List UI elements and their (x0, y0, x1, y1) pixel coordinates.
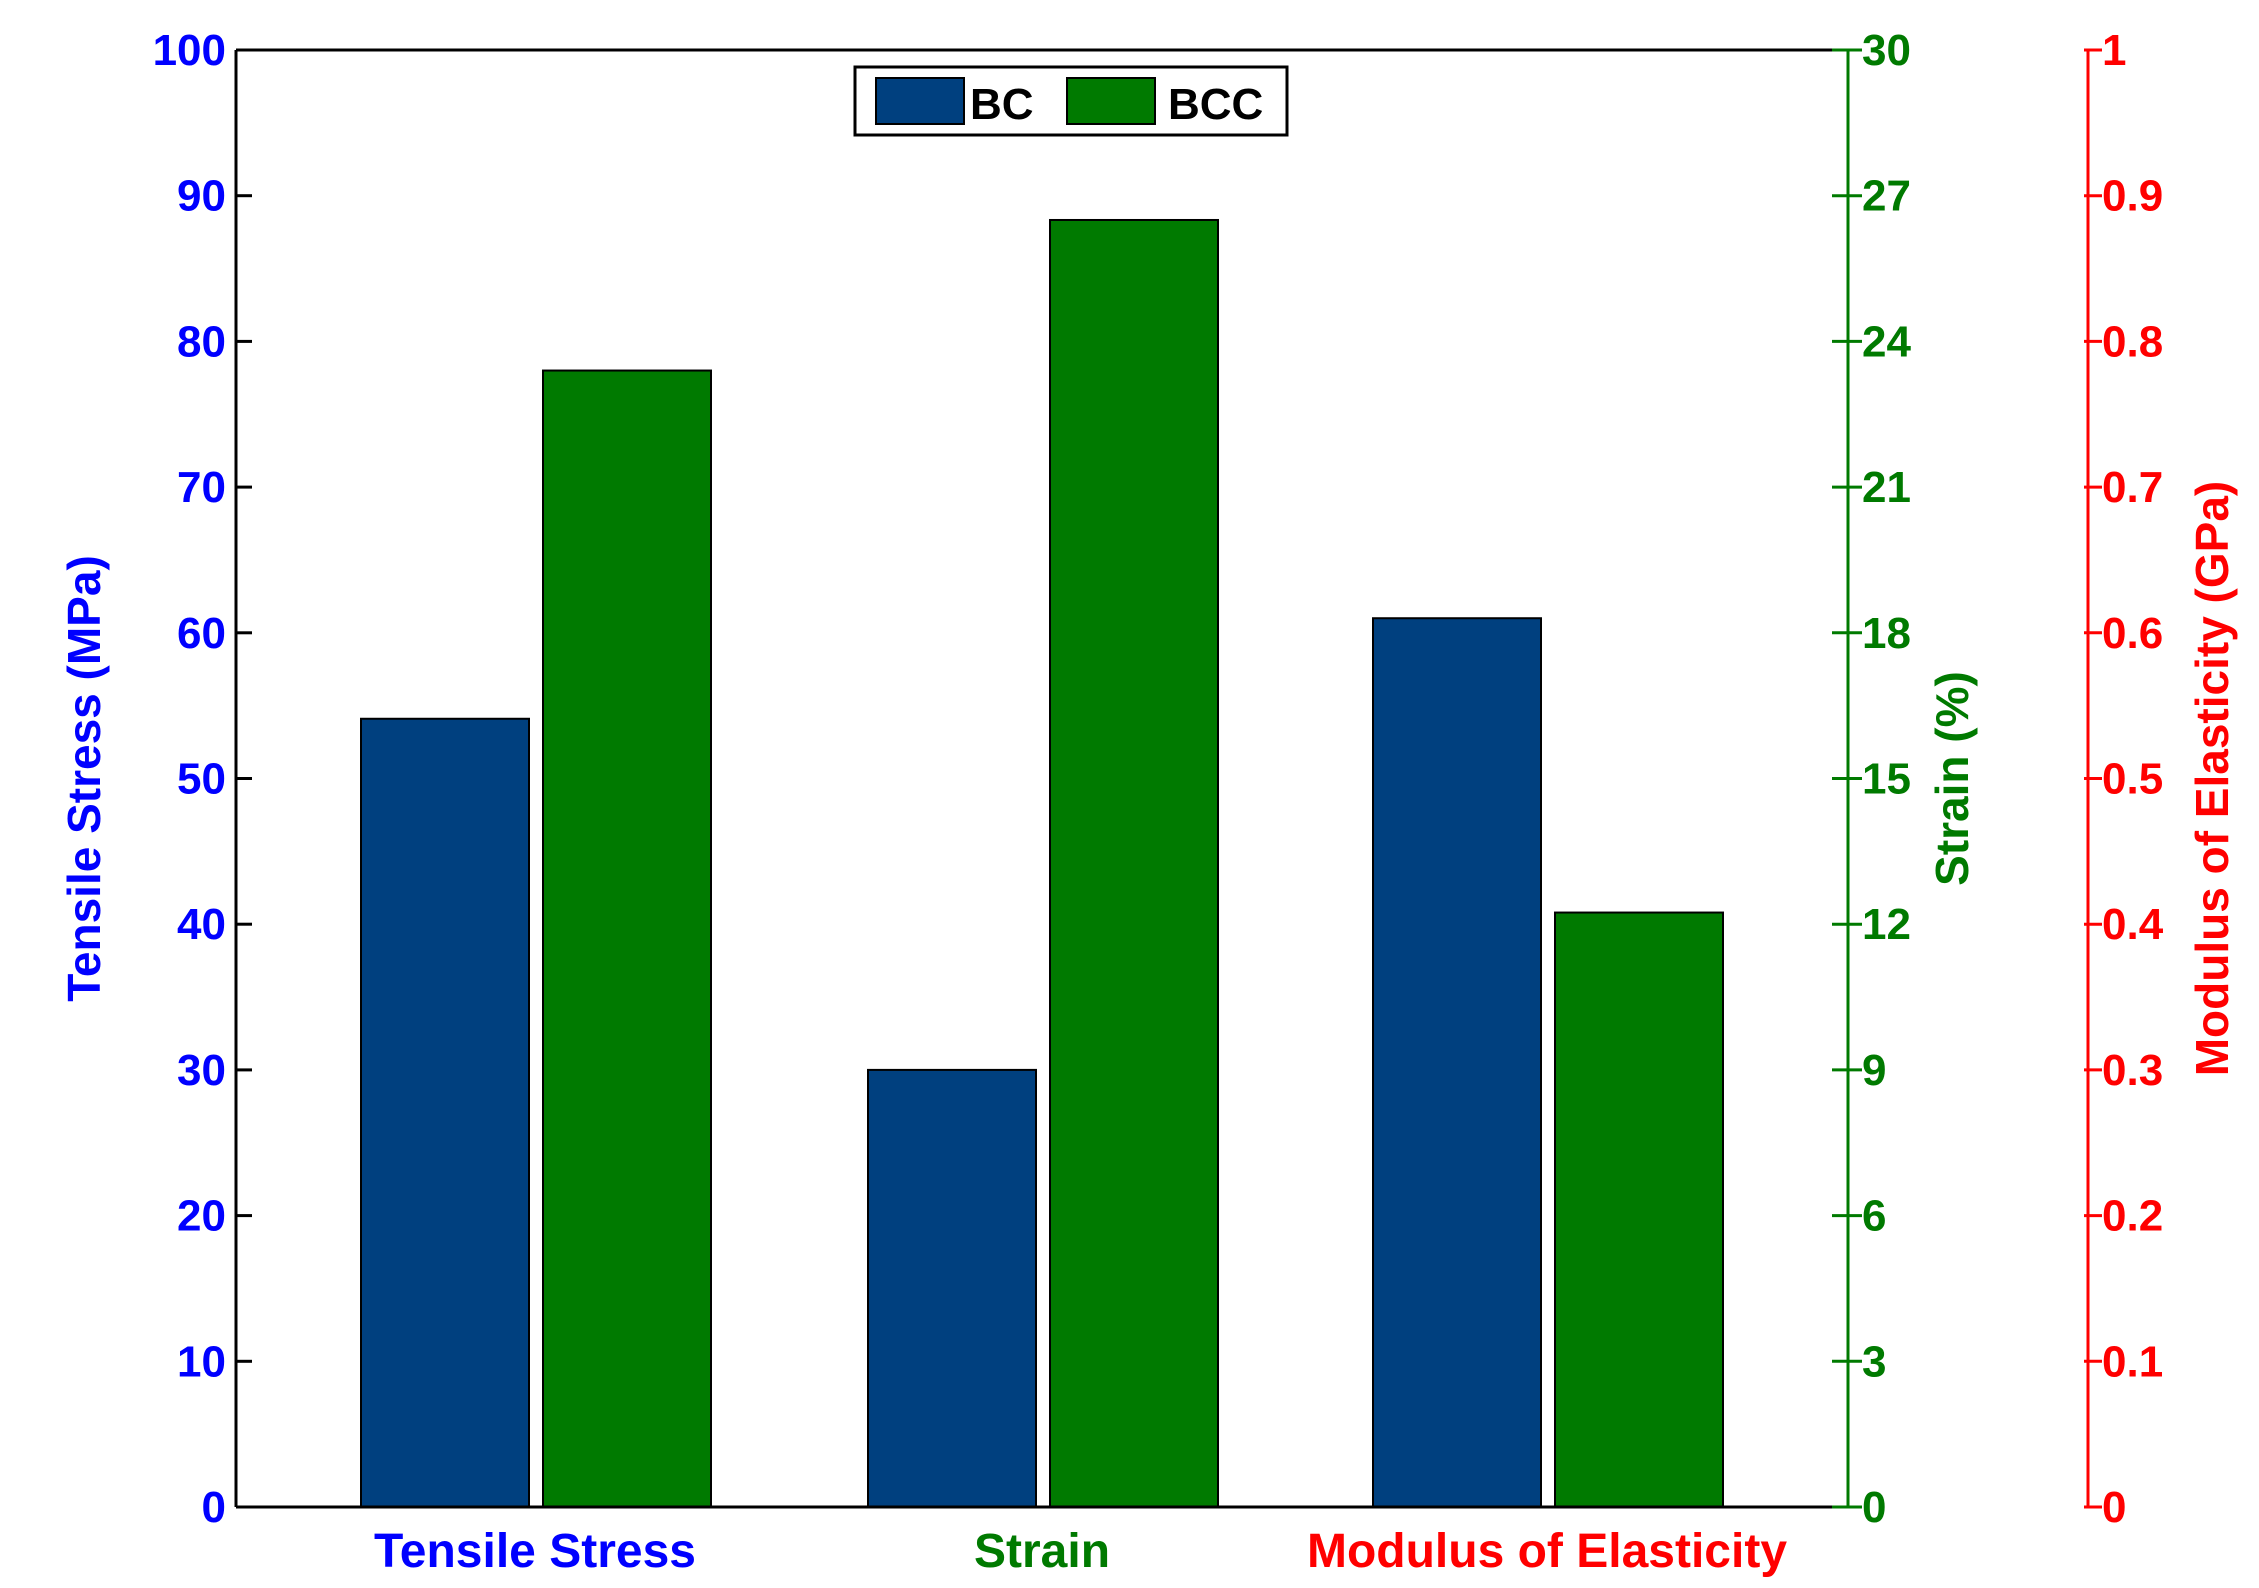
left-axis-tick-label: 40 (177, 900, 226, 949)
left-axis-tick-label: 70 (177, 463, 226, 512)
bar-bcc-strain (1049, 218, 1219, 1509)
strain-axis-tick-label: 21 (1862, 463, 1911, 512)
legend-label-bc: BC (970, 80, 1034, 129)
strain-axis-tick-label: 9 (1862, 1046, 1886, 1095)
left-axis-tick-label: 10 (177, 1337, 226, 1386)
strain-axis-tick-label: 0 (1862, 1483, 1886, 1532)
left-axis-tick-label: 50 (177, 755, 226, 804)
strain-axis-tick-label: 30 (1862, 26, 1911, 75)
modulus-axis-tick-label: 0.4 (2102, 900, 2164, 949)
bar-bcc-tensile-stress (542, 369, 712, 1508)
category-label-modulus-of-elasticity: Modulus of Elasticity (1307, 1525, 1787, 1578)
tensile-axis-title: Tensile Stress (MPa) (58, 555, 110, 1002)
bar-bcc-modulus-of-elasticity (1554, 911, 1724, 1508)
strain-axis-tick-label: 12 (1862, 900, 1911, 949)
axes-layer: 0102030405060708090100036912151821242730… (58, 26, 2238, 1578)
legend: BC BCC (853, 65, 1289, 137)
strain-axis-tick-label: 27 (1862, 172, 1911, 221)
left-axis-tick-label: 60 (177, 609, 226, 658)
modulus-axis-tick-label: 1 (2102, 26, 2126, 75)
strain-axis-tick-label: 6 (1862, 1192, 1886, 1241)
bar-bc-strain (867, 1068, 1037, 1509)
left-axis-tick-label: 90 (177, 172, 226, 221)
legend-label-bcc: BCC (1168, 80, 1263, 129)
modulus-axis-tick-label: 0.7 (2102, 463, 2163, 512)
modulus-axis-tick-label: 0.5 (2102, 755, 2163, 804)
bar-bc-tensile-stress (360, 717, 530, 1508)
left-axis-tick-label: 20 (177, 1192, 226, 1241)
left-axis-tick-label: 80 (177, 317, 226, 366)
strain-axis-tick-label: 24 (1862, 317, 1911, 366)
strain-axis-title: Strain (%) (1926, 671, 1978, 886)
modulus-axis-title: Modulus of Elasticity (GPa) (2186, 481, 2238, 1077)
modulus-axis-tick-label: 0.8 (2102, 317, 2163, 366)
legend-swatch-bcc (1066, 77, 1156, 125)
bar-bc-modulus-of-elasticity (1372, 617, 1542, 1508)
legend-swatch-bc (875, 77, 965, 125)
bars-layer (360, 218, 1724, 1509)
strain-axis-tick-label: 18 (1862, 609, 1911, 658)
category-label-tensile-stress: Tensile Stress (374, 1525, 696, 1578)
modulus-axis-tick-label: 0.3 (2102, 1046, 2163, 1095)
strain-axis-tick-label: 3 (1862, 1337, 1886, 1386)
left-axis-tick-label: 100 (153, 26, 226, 75)
modulus-axis-tick-label: 0 (2102, 1483, 2126, 1532)
strain-axis-tick-label: 15 (1862, 755, 1911, 804)
modulus-axis-tick-label: 0.2 (2102, 1192, 2163, 1241)
left-axis-tick-label: 0 (202, 1483, 226, 1532)
category-label-strain: Strain (974, 1525, 1110, 1578)
modulus-axis-tick-label: 0.6 (2102, 609, 2163, 658)
modulus-axis-tick-label: 0.9 (2102, 172, 2163, 221)
modulus-axis-tick-label: 0.1 (2102, 1337, 2163, 1386)
left-axis-tick-label: 30 (177, 1046, 226, 1095)
